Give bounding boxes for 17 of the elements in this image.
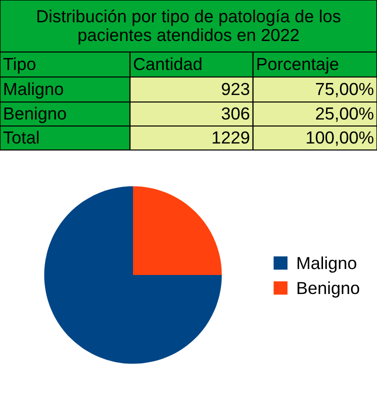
text: 75,00% <box>316 82 374 98</box>
text: 25,00% <box>316 107 374 122</box>
text: 306 <box>222 107 250 120</box>
text: Total <box>3 130 39 144</box>
legend-label: Benigno <box>298 281 360 298</box>
text: Tipo <box>3 57 36 74</box>
text: 1229 <box>212 131 250 144</box>
text: Cantidad <box>134 57 202 70</box>
text: 923 <box>222 82 250 96</box>
text: Porcentaje <box>257 57 338 74</box>
pie-slice <box>133 186 222 275</box>
category-label: Benigno <box>4 106 66 124</box>
text: 100,00% <box>306 131 374 146</box>
category-label: Maligno <box>4 82 64 99</box>
legend-label: Maligno <box>298 256 356 273</box>
pie-slice <box>44 186 222 364</box>
chart-title: Distribución por tipo de patología de los pacientes atendidos en 2022 <box>37 9 340 45</box>
